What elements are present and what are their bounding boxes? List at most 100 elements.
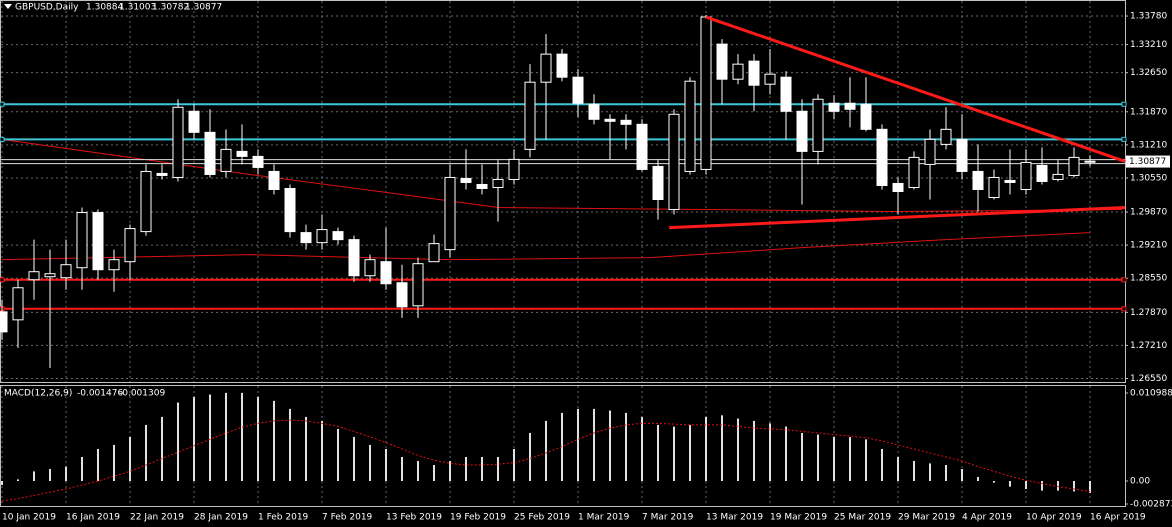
candle-body xyxy=(396,282,408,308)
x-tick-label: 7 Mar 2019 xyxy=(642,513,694,523)
y-tick-label: 1.33780 xyxy=(1130,12,1167,22)
candle-body xyxy=(108,259,120,271)
candle-body xyxy=(476,183,488,189)
y-tick-label: 1.31210 xyxy=(1130,140,1167,150)
candle-body xyxy=(332,231,344,241)
candle-body xyxy=(604,118,616,122)
x-tick-label: 22 Jan 2019 xyxy=(130,513,184,523)
candle-body xyxy=(316,229,328,244)
candle-body xyxy=(940,128,952,145)
candle-body xyxy=(188,110,200,133)
y-tick-label: 1.31870 xyxy=(1130,107,1167,117)
y-tick-label: 1.30550 xyxy=(1130,173,1167,183)
candle-body xyxy=(124,228,136,263)
candle-body xyxy=(1052,173,1064,180)
level-handle xyxy=(0,101,5,107)
y-tick-label: 1.29210 xyxy=(1130,241,1167,251)
y-tick-label: 1.33210 xyxy=(1130,40,1167,50)
candle-body xyxy=(236,150,248,157)
x-tick-label: 13 Feb 2019 xyxy=(386,513,442,523)
candle-body xyxy=(300,232,312,244)
candle-body xyxy=(620,119,632,125)
x-tick-label: 16 Apr 2019 xyxy=(1090,513,1146,523)
candle-body xyxy=(12,287,24,321)
candle-body xyxy=(364,259,376,277)
candle-body xyxy=(444,176,456,251)
x-tick-label: 19 Mar 2019 xyxy=(770,513,827,523)
candle-body xyxy=(412,263,424,307)
y-tick-label: 1.29870 xyxy=(1130,208,1167,218)
candle-body xyxy=(924,138,936,165)
candle-body xyxy=(668,113,680,211)
candle-body xyxy=(460,177,472,183)
candle-body xyxy=(1036,164,1048,182)
header-low: 1.30782 xyxy=(152,3,189,13)
macd-value: -0.001476 xyxy=(77,389,123,399)
macd-frame xyxy=(0,385,1126,507)
header-open: 1.30884 xyxy=(86,3,123,13)
macd-title: MACD(12,26,9) xyxy=(4,389,72,399)
x-tick-label: 25 Mar 2019 xyxy=(834,513,891,523)
signal-value: -0.001309 xyxy=(119,389,165,399)
candle-body xyxy=(92,212,104,271)
candle-body xyxy=(588,103,600,120)
y-tick-label: 1.27870 xyxy=(1130,308,1167,318)
candle-body xyxy=(508,158,520,180)
price-frame xyxy=(0,0,1126,383)
trend-line xyxy=(705,15,1126,163)
trend-line xyxy=(669,206,1126,230)
candle-body xyxy=(796,110,808,152)
candle-body xyxy=(28,271,40,281)
candle-body xyxy=(492,178,504,188)
candle-body xyxy=(700,16,712,170)
candle-body xyxy=(540,53,552,83)
chart-title: GBPUSD,Daily xyxy=(15,3,79,13)
candle-body xyxy=(748,60,760,86)
candle-body xyxy=(652,165,664,201)
y-tick-label: 0.010988 xyxy=(1130,388,1172,398)
candle-body xyxy=(1068,156,1080,176)
level-handle xyxy=(1121,306,1127,312)
signal-line xyxy=(1,419,1091,502)
candle-body xyxy=(780,76,792,112)
x-tick-label: 29 Mar 2019 xyxy=(898,513,955,523)
candle-body xyxy=(44,273,56,278)
candle-body xyxy=(268,170,280,190)
y-tick-label: 1.32650 xyxy=(1130,68,1167,78)
level-handle xyxy=(1121,277,1127,283)
x-tick-label: 1 Feb 2019 xyxy=(258,513,309,523)
candle-body xyxy=(1020,161,1032,190)
menu-arrow xyxy=(4,4,12,9)
x-tick-label: 7 Feb 2019 xyxy=(322,513,373,523)
candle-body xyxy=(844,102,856,110)
x-tick-label: 28 Jan 2019 xyxy=(194,513,248,523)
candle-body xyxy=(812,98,824,152)
candle-body xyxy=(908,156,920,188)
x-tick-label: 10 Jan 2019 xyxy=(2,513,56,523)
y-tick-label: -0.002873 xyxy=(1130,500,1172,510)
candle-body xyxy=(348,239,360,277)
level-handle xyxy=(1121,136,1127,142)
candle-body xyxy=(252,155,264,168)
y-tick-label: 0.00 xyxy=(1130,477,1150,487)
y-tick-label: 1.28550 xyxy=(1130,274,1167,284)
candle-body xyxy=(428,243,440,263)
x-tick-label: 10 Apr 2019 xyxy=(1026,513,1082,523)
x-tick-label: 1 Mar 2019 xyxy=(578,513,630,523)
candle-body xyxy=(956,138,968,172)
candle-body xyxy=(1004,179,1016,183)
candle-body xyxy=(988,176,1000,199)
level-handle xyxy=(0,136,5,142)
x-tick-label: 13 Mar 2019 xyxy=(706,513,763,523)
candle-body xyxy=(572,76,584,104)
y-tick-label: 1.26550 xyxy=(1130,374,1167,384)
candle-body xyxy=(1084,160,1096,163)
header-close: 1.30877 xyxy=(185,3,222,13)
candle-body xyxy=(764,73,776,85)
candle-body xyxy=(716,43,728,80)
x-tick-label: 19 Feb 2019 xyxy=(450,513,506,523)
candle-body xyxy=(172,106,184,178)
candle-body xyxy=(60,264,72,279)
